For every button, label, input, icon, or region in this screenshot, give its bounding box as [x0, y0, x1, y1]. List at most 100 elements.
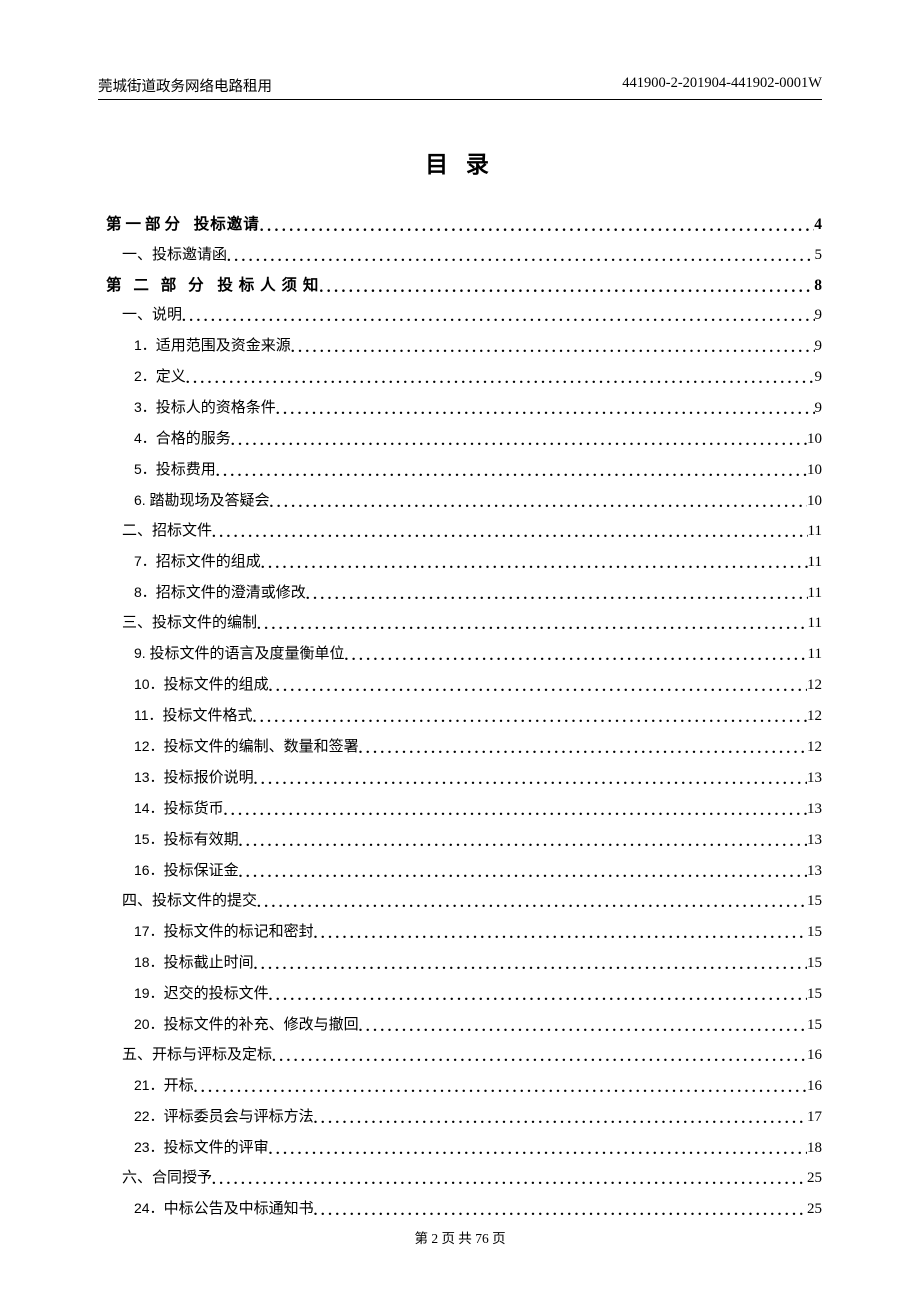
toc-entry: 第一部分 投标邀请 4	[98, 217, 822, 233]
toc-entry-label: 21．开标	[134, 1078, 194, 1094]
toc-dots-leader	[359, 742, 807, 757]
toc-entry-text: 迟交的投标文件	[164, 986, 269, 1002]
toc-entry: 23．投标文件的评审 18	[98, 1140, 822, 1156]
header-right-text: 441900-2-201904-441902-0001W	[622, 75, 822, 96]
toc-dots-leader	[186, 372, 815, 387]
page-header: 莞城街道政务网络电路租用 441900-2-201904-441902-0001…	[98, 75, 822, 100]
toc-entry-number: 11．	[134, 707, 163, 723]
toc-entry: 22．评标委员会与评标方法17	[98, 1109, 822, 1125]
toc-entry-page: 11	[808, 524, 822, 539]
toc-entry: 1．适用范围及资金来源9	[98, 338, 822, 354]
toc-entry-label: 6. 踏勘现场及答疑会	[134, 493, 269, 509]
toc-dots-leader	[254, 958, 807, 973]
toc-entry-number: 19．	[134, 985, 164, 1001]
toc-entry-label: 2．定义	[134, 369, 186, 385]
toc-entry-page: 10	[807, 494, 822, 509]
toc-entry-text: 投标有效期	[164, 832, 239, 848]
toc-entry-label: 17．投标文件的标记和密封	[134, 924, 314, 940]
toc-dots-leader	[359, 1020, 807, 1035]
toc-entry-page: 5	[815, 248, 823, 263]
toc-entry: 5．投标费用 10	[98, 462, 822, 478]
toc-dots-leader	[276, 403, 815, 418]
toc-entry-page: 12	[807, 709, 822, 724]
toc-entry: 10．投标文件的组成 12	[98, 677, 822, 693]
toc-entry-text: 投标文件的标记和密封	[164, 924, 314, 940]
toc-entry: 15．投标有效期13	[98, 832, 822, 848]
toc-entry-page: 16	[807, 1079, 822, 1094]
toc-entry-label: 11．投标文件格式	[134, 708, 253, 724]
toc-entry-label: 1．适用范围及资金来源	[134, 338, 291, 354]
toc-entry-label: 10．投标文件的组成	[134, 677, 269, 693]
toc-dots-leader	[182, 310, 814, 325]
toc-entry-text: 开标	[164, 1078, 194, 1094]
toc-entry: 12．投标文件的编制、数量和签署 12	[98, 739, 822, 755]
toc-entry-text: 投标文件的语言及度量衡单位	[146, 646, 345, 662]
toc-entry: 14．投标货币13	[98, 801, 822, 817]
toc-entry: 4．合格的服务10	[98, 431, 822, 447]
toc-entry-label: 12．投标文件的编制、数量和签署	[134, 739, 359, 755]
toc-entry: 13．投标报价说明13	[98, 770, 822, 786]
toc-entry-label: 4．合格的服务	[134, 431, 231, 447]
toc-entry-number: 12．	[134, 738, 164, 754]
toc-section-title: 投标邀请	[194, 216, 260, 233]
toc-entry: 8．招标文件的澄清或修改 11	[98, 585, 822, 601]
toc-entry: 7．招标文件的组成11	[98, 554, 822, 570]
toc-entry: 3．投标人的资格条件9	[98, 400, 822, 416]
toc-entry: 五、开标与评标及定标16	[98, 1048, 822, 1063]
toc-entry-label: 15．投标有效期	[134, 832, 239, 848]
toc-entry-label: 8．招标文件的澄清或修改	[134, 585, 306, 601]
toc-entry-page: 15	[807, 1018, 822, 1033]
toc-entry-page: 11	[808, 586, 822, 601]
toc-entry-text: 投标文件格式	[163, 708, 253, 724]
toc-entry: 11．投标文件格式 12	[98, 708, 822, 724]
toc-entry-label: 六、合同授予	[122, 1171, 212, 1186]
toc-entry-label: 14．投标货币	[134, 801, 224, 817]
toc-entry-page: 12	[807, 678, 822, 693]
toc-entry: 6. 踏勘现场及答疑会 10	[98, 493, 822, 509]
toc-entry-number: 5．	[134, 461, 156, 477]
toc-entry-page: 18	[807, 1141, 822, 1156]
toc-entry-label: 9. 投标文件的语言及度量衡单位	[134, 646, 344, 662]
toc-entry-label: 16．投标保证金	[134, 863, 239, 879]
toc-entry-page: 13	[807, 864, 822, 879]
toc-entry-page: 9	[815, 401, 823, 416]
toc-entry-label: 13．投标报价说明	[134, 770, 254, 786]
toc-entry-page: 11	[808, 616, 822, 631]
toc-entry-number: 22．	[134, 1108, 164, 1124]
toc-entry-number: 23．	[134, 1139, 164, 1155]
toc-entry-label: 20．投标文件的补充、修改与撤回	[134, 1017, 359, 1033]
toc-section-title: 投 标 人 须 知	[217, 277, 319, 294]
toc-dots-leader	[269, 680, 807, 695]
footer-mid: 页 共	[441, 1231, 471, 1246]
toc-entry-page: 25	[807, 1202, 822, 1217]
toc-entry-text: 投标费用	[156, 462, 216, 478]
toc-entry-text: 投标截止时间	[164, 955, 254, 971]
toc-entry-text: 投标文件的编制、数量和签署	[164, 739, 359, 755]
toc-entry-page: 15	[807, 987, 822, 1002]
toc-entry-page: 17	[807, 1110, 822, 1125]
toc-entry-text: 投标文件的评审	[164, 1140, 269, 1156]
toc-entry-label: 一、投标邀请函	[122, 248, 227, 263]
toc-entry: 21．开标 16	[98, 1078, 822, 1094]
toc-entry-text: 招标文件的澄清或修改	[156, 585, 306, 601]
toc-dots-leader	[257, 618, 808, 633]
toc-entry: 18．投标截止时间15	[98, 955, 822, 971]
toc-entry: 19．迟交的投标文件 15	[98, 986, 822, 1002]
toc-entry-number: 21．	[134, 1077, 164, 1093]
toc-entry: 24．中标公告及中标通知书25	[98, 1201, 822, 1217]
toc-entry: 一、说明9	[98, 308, 822, 323]
toc-entry-page: 12	[807, 740, 822, 755]
toc-entry-label: 五、开标与评标及定标	[122, 1048, 272, 1063]
toc-entry-page: 15	[807, 894, 822, 909]
toc-entry: 17．投标文件的标记和密封15	[98, 924, 822, 940]
toc-entry-page: 10	[807, 463, 822, 478]
toc-entry-number: 24．	[134, 1200, 164, 1216]
toc-entry-number: 6.	[134, 492, 146, 508]
toc-entry-text: 适用范围及资金来源	[156, 338, 291, 354]
toc-entry-label: 一、说明	[122, 308, 182, 323]
toc-dots-leader	[261, 557, 808, 572]
toc-entry-number: 3．	[134, 399, 156, 415]
toc-title: 目 录	[98, 145, 822, 179]
toc-entry-label: 四、投标文件的提交	[122, 894, 257, 909]
toc-entry-label: 第一部分 投标邀请	[106, 217, 260, 233]
